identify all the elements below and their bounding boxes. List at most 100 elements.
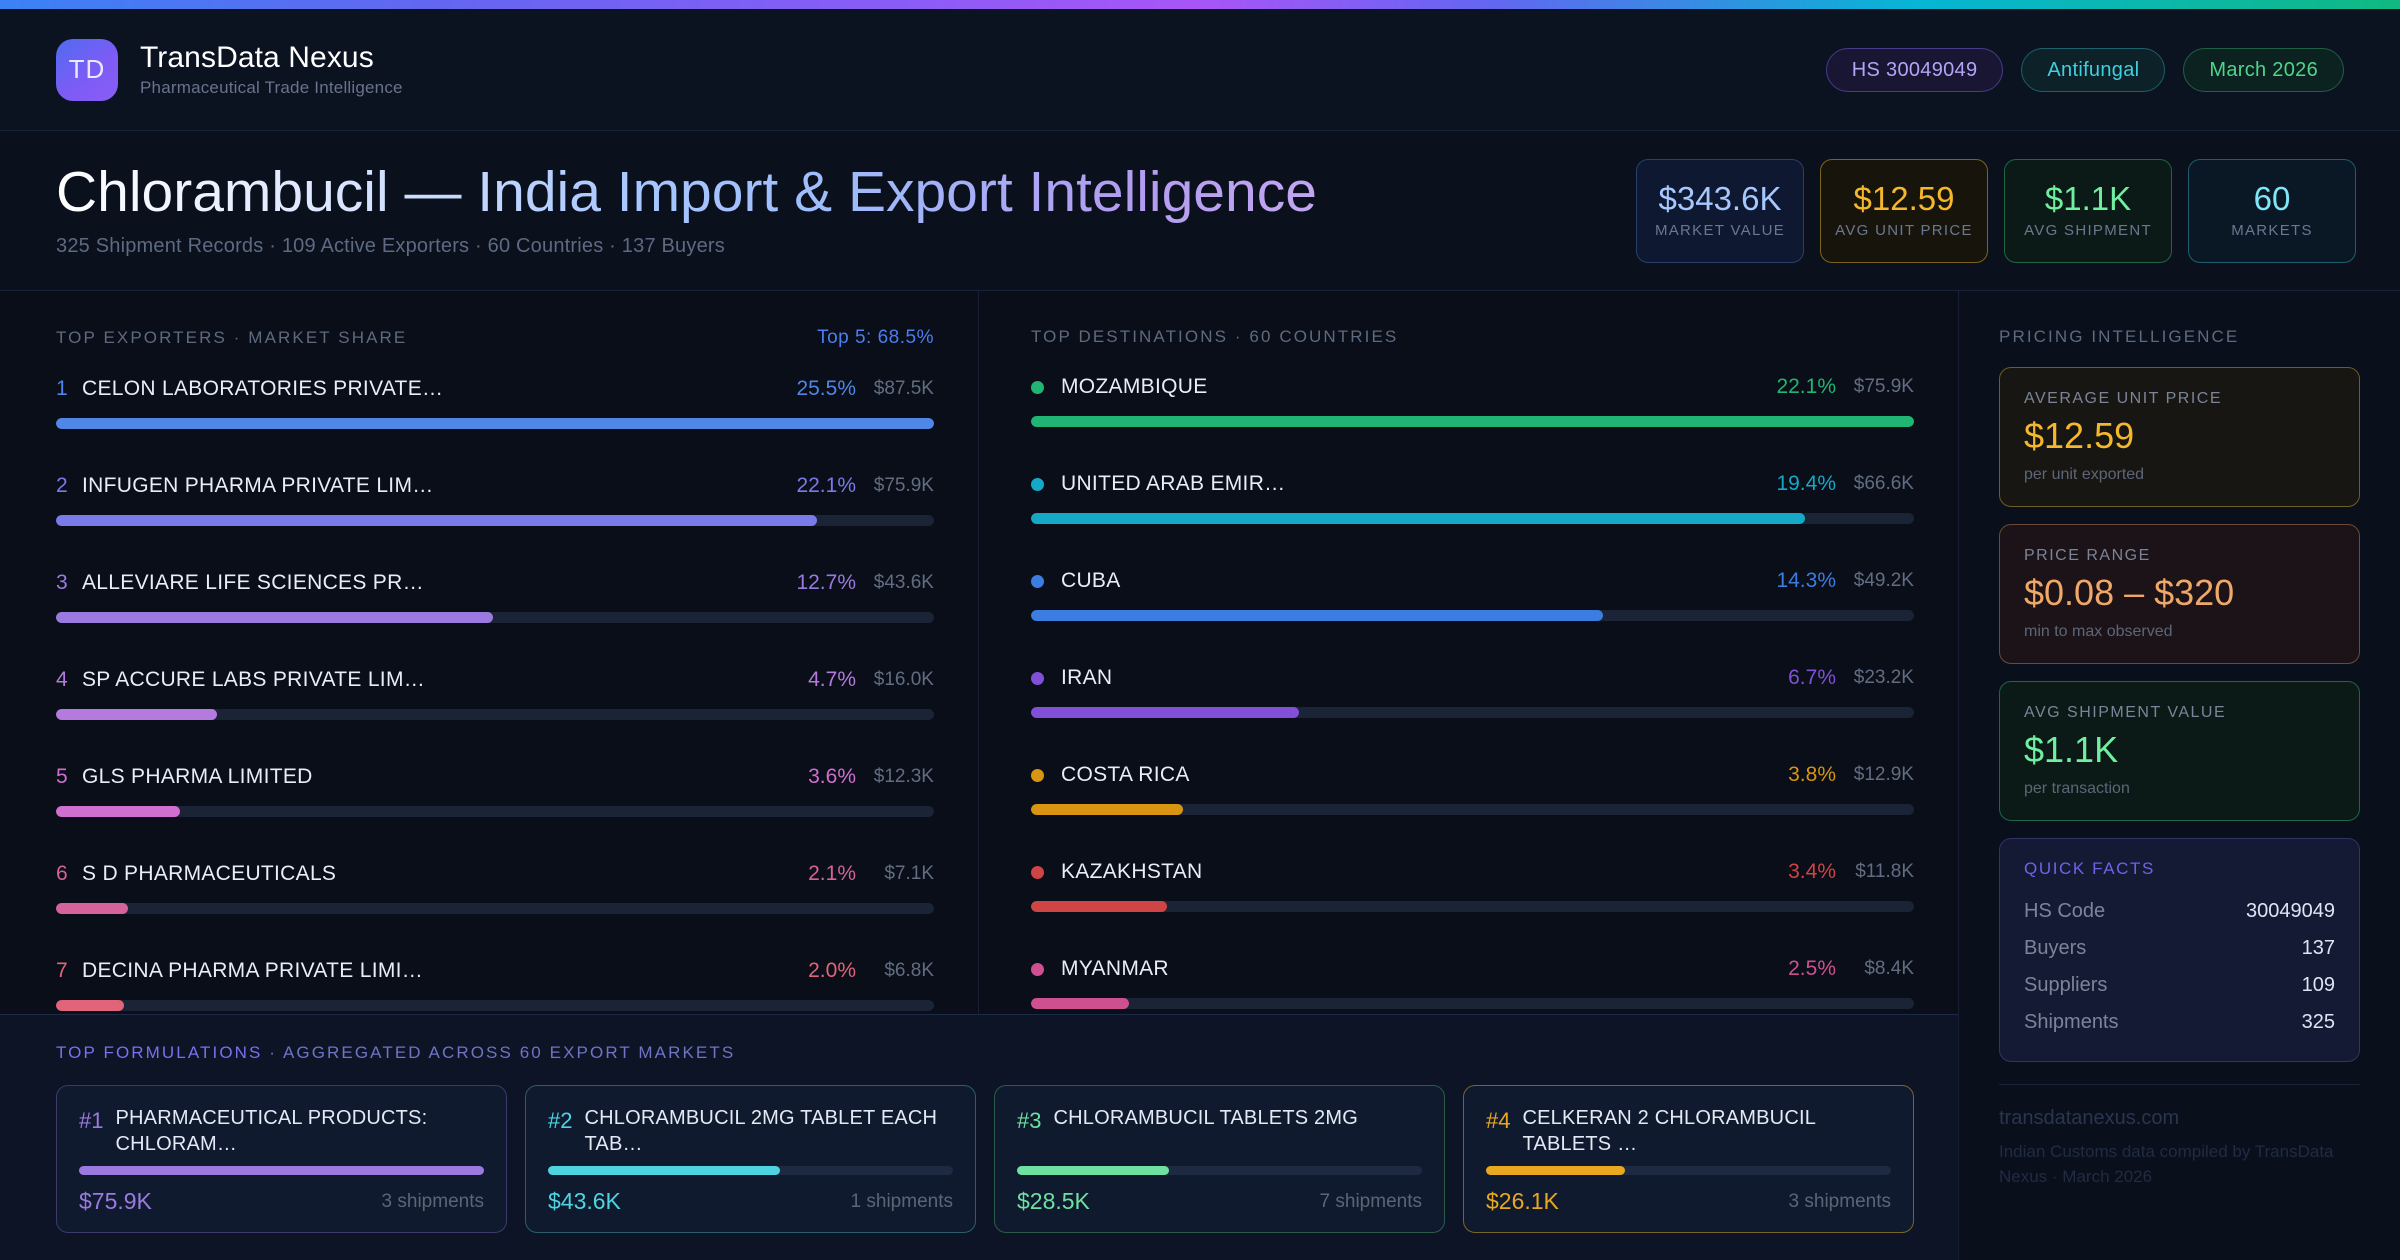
- quick-fact-key: HS Code: [2024, 900, 2106, 922]
- quick-fact-value: 137: [2301, 937, 2335, 959]
- row-bar-fill: [56, 903, 128, 914]
- formulation-card-4[interactable]: #4 CELKERAN 2 CHLORAMBUCIL TABLETS … $26.1…: [1463, 1085, 1914, 1233]
- pricing-card-sub: min to max observed: [2024, 623, 2173, 640]
- row-rank: 2: [56, 474, 68, 497]
- page-subtitle: 325 Shipment Records · 109 Active Export…: [56, 234, 725, 257]
- formulation-shipments: 7 shipments: [1319, 1190, 1422, 1212]
- row-name: CELON LABORATORIES PRIVATE…: [82, 377, 444, 400]
- brand-logo-initials: TD: [68, 54, 106, 84]
- brand-name: TransData Nexus: [140, 40, 374, 74]
- exporters-header-label: TOP EXPORTERS · MARKET SHARE: [56, 328, 408, 347]
- row-rank: 7: [56, 959, 68, 982]
- row-percent: 25.5%: [796, 377, 856, 400]
- row-percent: 19.4%: [1776, 472, 1836, 495]
- row-bar-track: [1031, 610, 1914, 621]
- row-value: $11.8K: [1855, 861, 1914, 882]
- pricing-card-sub: per transaction: [2024, 780, 2130, 797]
- formulations-header-rest: · AGGREGATED ACROSS 60 EXPORT MARKETS: [262, 1043, 736, 1062]
- exporters-top5-share: Top 5: 68.5%: [817, 327, 934, 348]
- row-bar-fill: [1031, 610, 1604, 621]
- row-bar-track: [1031, 901, 1914, 912]
- formulation-shipments: 3 shipments: [381, 1190, 484, 1212]
- formulation-name: CHLORAMBUCIL 2MG TABLET EACH TAB…: [584, 1107, 938, 1156]
- pricing-card-sub: per unit exported: [2024, 466, 2145, 483]
- table-row: 3 ALLEVIARE LIFE SCIENCES PR… 12.7% $43.6K: [56, 565, 934, 662]
- row-bar-track: [56, 1000, 934, 1011]
- quick-fact-key: Suppliers: [2024, 974, 2108, 996]
- row-bar-track: [56, 612, 934, 623]
- quick-fact-value: 325: [2301, 1011, 2335, 1033]
- table-row: 2 INFUGEN PHARMA PRIVATE LIM… 22.1% $75.9K: [56, 468, 934, 565]
- row-percent: 6.7%: [1788, 666, 1836, 689]
- formulation-rank: #3: [1017, 1108, 1042, 1133]
- row-percent: 2.0%: [808, 959, 856, 982]
- destinations-panel: TOP DESTINATIONS · 60 COUNTRIES MOZAMBIQ…: [979, 291, 1958, 1014]
- row-bar-track: [56, 709, 934, 720]
- row-name: MOZAMBIQUE: [1061, 375, 1208, 398]
- pricing-card-3: AVG SHIPMENT VALUE $1.1K per transaction: [1999, 681, 2360, 821]
- row-bar-track: [1031, 707, 1914, 718]
- row-name: IRAN: [1061, 666, 1113, 689]
- legend-dot-icon: [1031, 962, 1044, 976]
- legend-dot-icon: [1031, 574, 1044, 588]
- header-chip-group: HS 30049049 Antifungal March 2026: [1825, 47, 2344, 92]
- main-content: TOP EXPORTERS · MARKET SHARE Top 5: 68.5…: [0, 291, 2400, 1260]
- row-bar-fill: [1031, 804, 1183, 815]
- row-rank: 3: [56, 571, 68, 594]
- table-row: COSTA RICA 3.8% $12.9K: [1031, 757, 1914, 854]
- exporters-header: TOP EXPORTERS · MARKET SHARE Top 5: 68.5…: [56, 327, 934, 349]
- legend-dot-icon: [1031, 768, 1044, 782]
- formulations-header: TOP FORMULATIONS · AGGREGATED ACROSS 60 …: [56, 1043, 1914, 1063]
- row-name: CUBA: [1061, 569, 1121, 592]
- formulation-bar-track: [548, 1166, 953, 1175]
- row-bar-track: [56, 418, 934, 429]
- formulation-bar-track: [1486, 1166, 1891, 1175]
- row-percent: 3.6%: [808, 765, 856, 788]
- kpi-value: 60: [2253, 180, 2291, 217]
- formulation-rank: #4: [1486, 1108, 1511, 1133]
- quick-fact-key: Buyers: [2024, 937, 2087, 959]
- row-bar-track: [1031, 513, 1914, 524]
- kpi-card-1: $343.6K MARKET VALUE: [1636, 158, 1804, 263]
- header-chip-2[interactable]: Antifungal: [2021, 47, 2166, 92]
- pricing-card-list: AVERAGE UNIT PRICE $12.59 per unit exporte…: [1999, 367, 2360, 821]
- row-name: DECINA PHARMA PRIVATE LIMI…: [82, 959, 424, 982]
- formulation-card-1[interactable]: #1 PHARMACEUTICAL PRODUCTS: CHLORAM… $75.9…: [56, 1085, 507, 1233]
- formulation-amount: $75.9K: [79, 1188, 152, 1214]
- row-percent: 3.4%: [1788, 860, 1836, 883]
- quick-fact-key: Shipments: [2024, 1011, 2119, 1033]
- row-value: $16.0K: [873, 669, 934, 690]
- row-bar-fill: [1031, 513, 1806, 524]
- table-row: UNITED ARAB EMIR… 19.4% $66.6K: [1031, 466, 1914, 563]
- formulations-panel: TOP FORMULATIONS · AGGREGATED ACROSS 60 …: [0, 1014, 1958, 1260]
- footer-note: Indian Customs data compiled by TransDat…: [1999, 1142, 2334, 1186]
- brand: TD TransData Nexus Pharmaceutical Trade …: [56, 38, 403, 101]
- row-value: $66.6K: [1853, 473, 1914, 494]
- header-chip-3[interactable]: March 2026: [2183, 47, 2344, 92]
- formulation-card-2[interactable]: #2 CHLORAMBUCIL 2MG TABLET EACH TAB… $43.6…: [525, 1085, 976, 1233]
- formulation-card-3[interactable]: #3 CHLORAMBUCIL TABLETS 2MG $28.5K 7 shipme…: [994, 1085, 1445, 1233]
- legend-dot-icon: [1031, 865, 1044, 879]
- header-chip-1[interactable]: HS 30049049: [1825, 47, 2004, 92]
- formulation-shipments: 3 shipments: [1788, 1190, 1891, 1212]
- row-rank: 5: [56, 765, 68, 788]
- formulation-bar-track: [79, 1166, 484, 1175]
- row-name: INFUGEN PHARMA PRIVATE LIM…: [82, 474, 434, 497]
- kpi-value: $1.1K: [2044, 180, 2132, 217]
- formulation-shipments: 1 shipments: [850, 1190, 953, 1212]
- footer-domain[interactable]: transdatanexus.com: [1999, 1107, 2180, 1129]
- row-percent: 22.1%: [1776, 375, 1836, 398]
- pricing-card-value: $12.59: [2024, 415, 2135, 456]
- quick-fact-row: Suppliers 109: [2024, 967, 2335, 1004]
- row-percent: 3.8%: [1788, 763, 1836, 786]
- row-value: $6.8K: [884, 960, 934, 981]
- destinations-list: MOZAMBIQUE 22.1% $75.9K UNITED ARAB EMIR… 19…: [1031, 369, 1914, 1048]
- kpi-card-2: $12.59 AVG UNIT PRICE: [1820, 158, 1988, 263]
- row-bar-fill: [1031, 998, 1129, 1009]
- pricing-card-value: $0.08 – $320: [2024, 572, 2235, 613]
- row-rank: 6: [56, 862, 68, 885]
- page-title-band: Chlorambucil — India Import & Export Int…: [0, 131, 2400, 291]
- formulation-bar-fill: [548, 1166, 781, 1175]
- row-name: ALLEVIARE LIFE SCIENCES PR…: [82, 571, 424, 594]
